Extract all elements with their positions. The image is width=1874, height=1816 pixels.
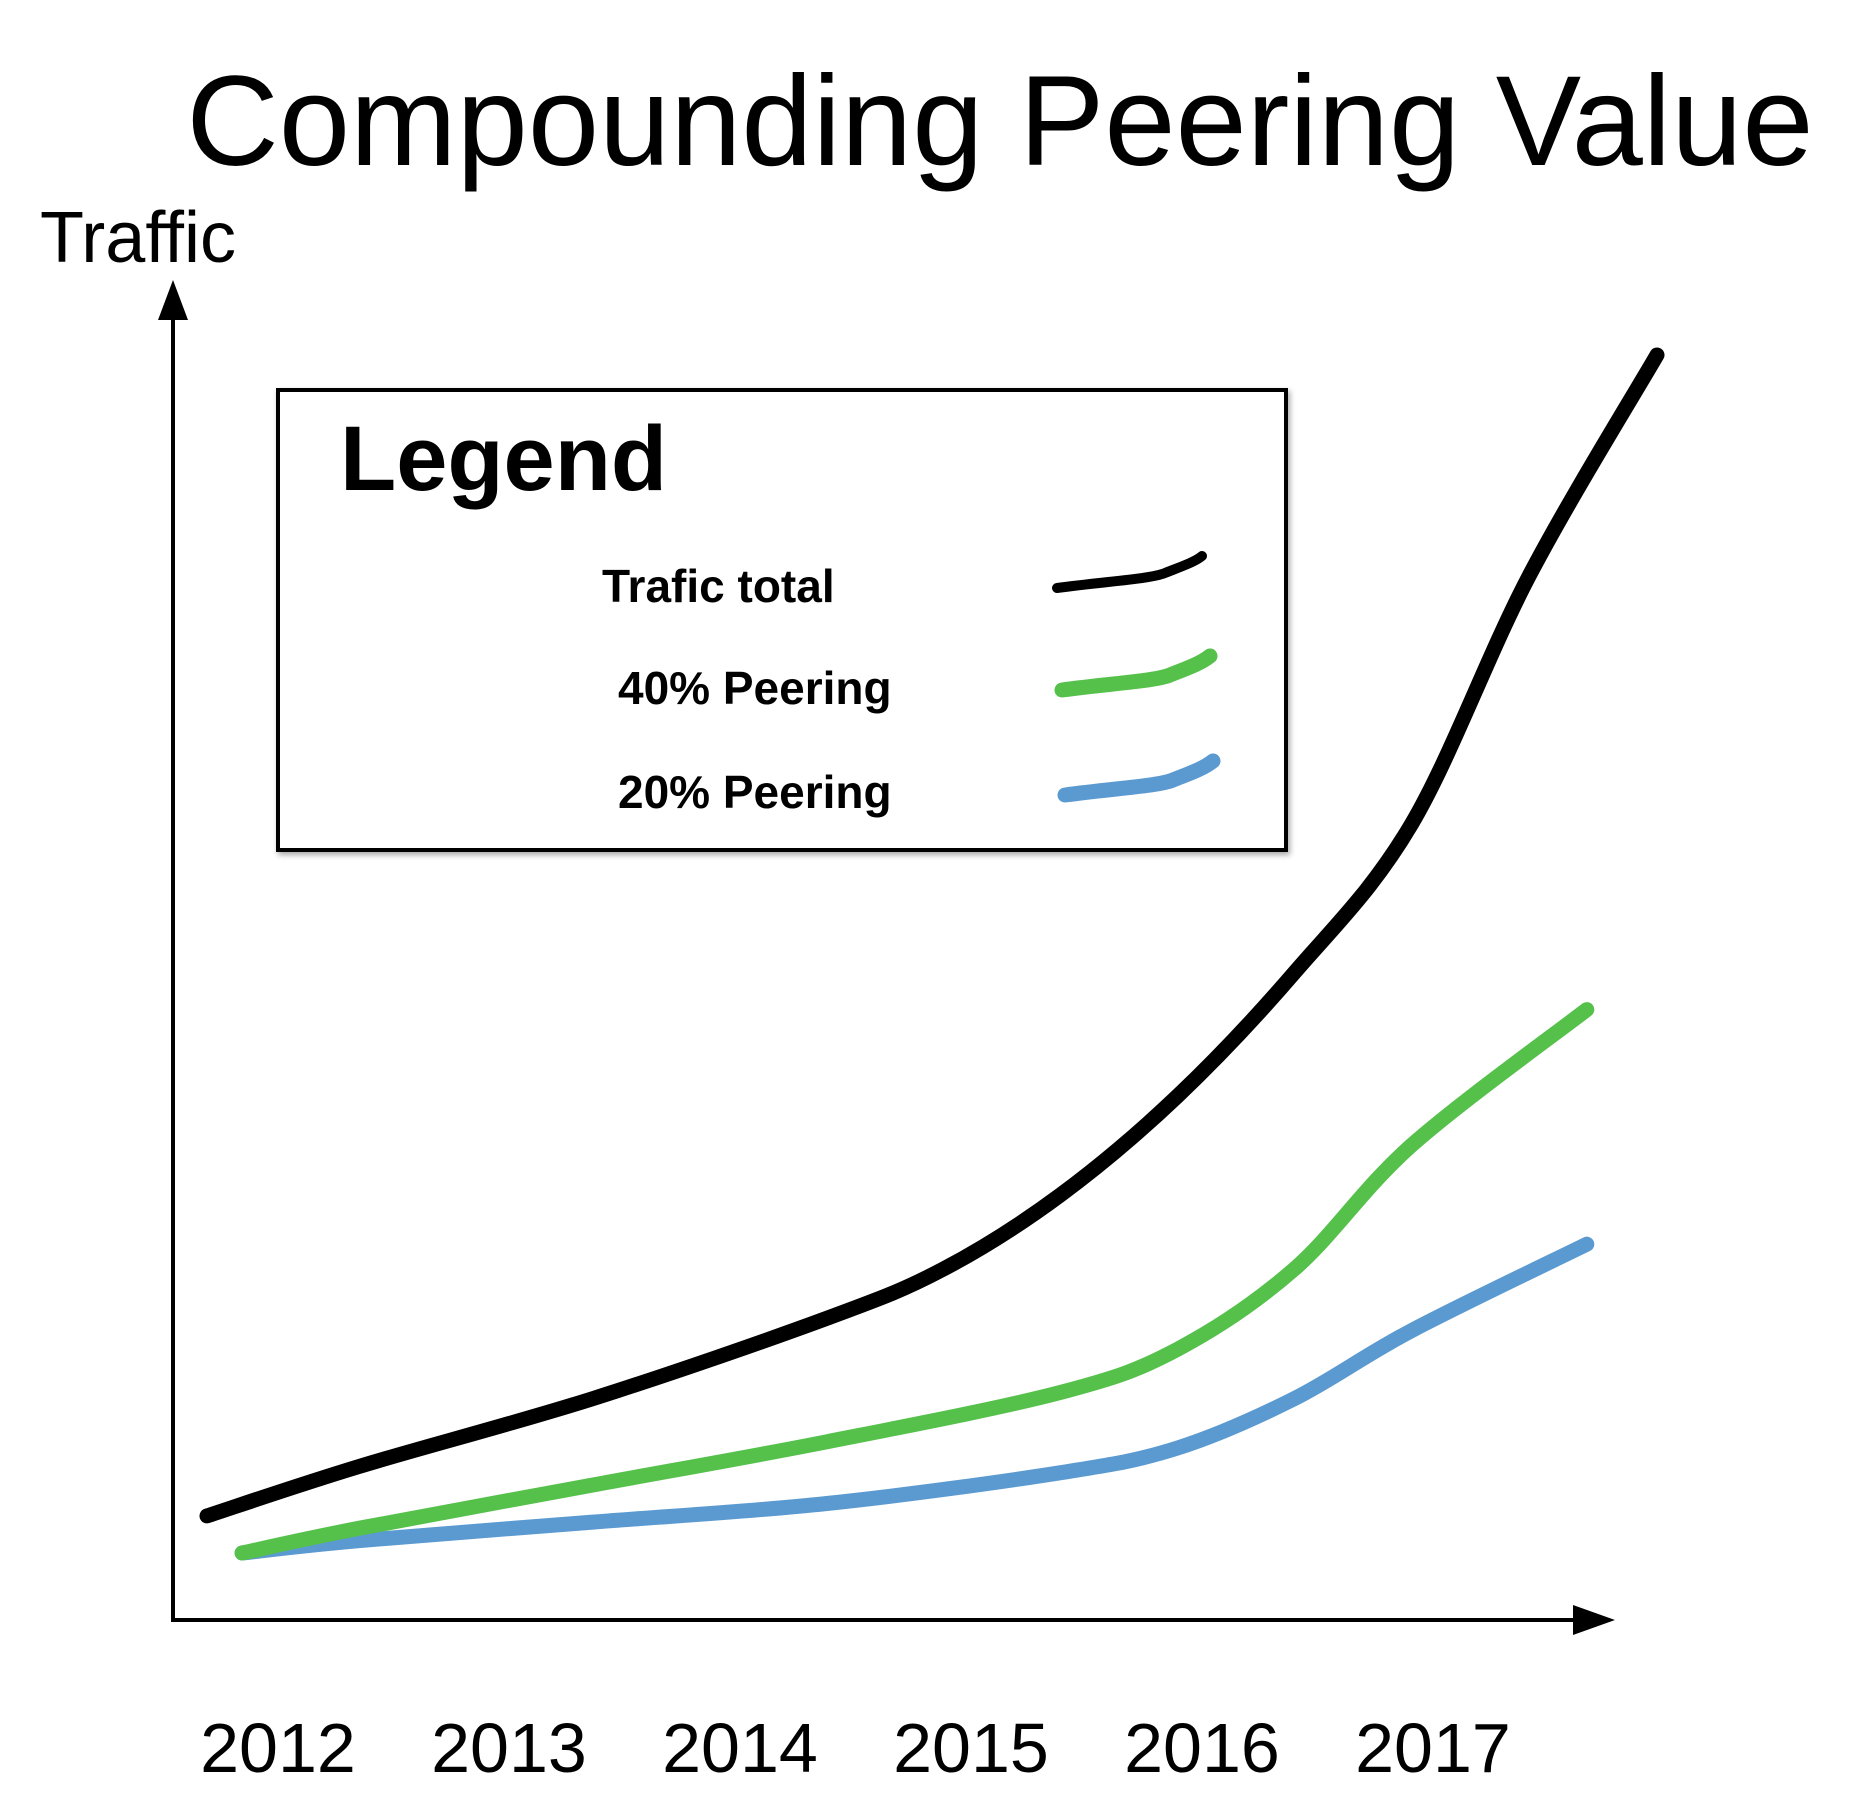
legend-swatch xyxy=(1057,753,1221,803)
y-axis-arrow xyxy=(158,280,188,320)
x-tick-label-2016: 2016 xyxy=(1124,1709,1280,1787)
series-line-trafic-total xyxy=(199,347,1665,1524)
x-tick-label-2013: 2013 xyxy=(431,1709,587,1787)
legend: Legend Trafic total 40% Peering 20% Peerin… xyxy=(276,388,1288,852)
x-axis-arrow xyxy=(1573,1605,1615,1635)
legend-entry-40-peering: 40% Peering xyxy=(618,648,1218,714)
chart-title: Compounding Peering Value xyxy=(186,50,1813,193)
legend-entries: Trafic total 40% Peering 20% Peering xyxy=(602,551,1221,818)
x-tick-labels: 2012 2013 2014 2015 2016 2017 xyxy=(200,1709,1511,1787)
legend-label: 40% Peering xyxy=(618,662,892,714)
legend-entry-trafic-total: Trafic total xyxy=(602,551,1207,612)
legend-swatch xyxy=(1054,648,1218,698)
y-axis-label: Traffic xyxy=(40,198,236,278)
axes xyxy=(158,280,1615,1635)
legend-swatch xyxy=(1052,551,1207,593)
series-line-40-peering xyxy=(234,1002,1595,1561)
series-layer xyxy=(199,347,1665,1561)
legend-box xyxy=(276,388,1288,852)
legend-entry-20-peering: 20% Peering xyxy=(618,753,1221,818)
x-tick-label-2012: 2012 xyxy=(200,1709,356,1787)
legend-label: 20% Peering xyxy=(618,766,892,818)
x-tick-label-2017: 2017 xyxy=(1355,1709,1511,1787)
x-tick-label-2014: 2014 xyxy=(662,1709,818,1787)
legend-title: Legend xyxy=(340,408,667,510)
series-line-20-peering xyxy=(234,1236,1595,1561)
legend-label: Trafic total xyxy=(602,560,835,612)
x-tick-label-2015: 2015 xyxy=(893,1709,1049,1787)
